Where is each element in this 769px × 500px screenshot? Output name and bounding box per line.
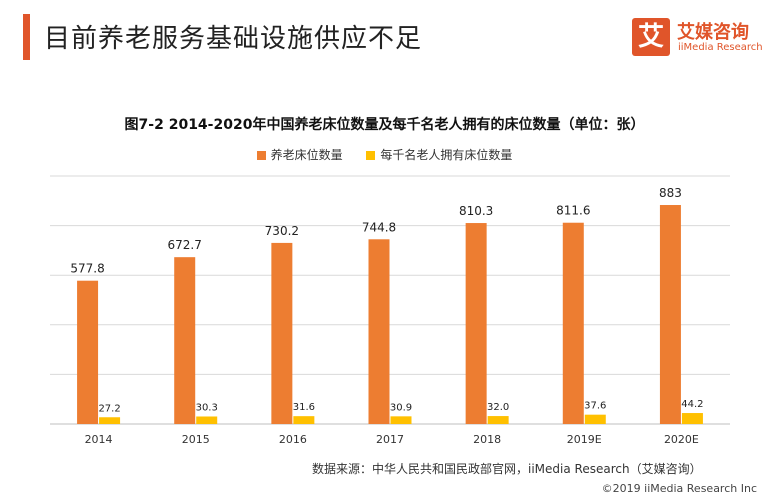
bar-beds-2014 — [77, 280, 99, 424]
data-label-beds-2016: 730.2 — [265, 224, 299, 238]
logo-name-en: iiMedia Research — [678, 42, 763, 53]
data-label-per-thousand-2014: 27.2 — [98, 403, 120, 414]
brand-logo: 艾 艾媒咨询 iiMedia Research — [632, 18, 763, 58]
legend-item-beds: 养老床位数量 — [256, 146, 343, 163]
bar-per-thousand-2018 — [487, 416, 509, 424]
chart-title: 图7-2 2014-2020年中国养老床位数量及每千名老人拥有的床位数量（单位：… — [124, 117, 645, 133]
x-tick-label-2016: 2016 — [279, 433, 307, 446]
legend-label-per-thousand: 每千名老人拥有床位数量 — [380, 148, 513, 162]
x-tick-label-2017: 2017 — [376, 433, 404, 446]
x-tick-label-2018: 2018 — [473, 433, 501, 446]
title-accent-bar — [23, 14, 30, 60]
x-tick-label-2015: 2015 — [182, 433, 210, 446]
bar-per-thousand-2014 — [99, 417, 121, 424]
bar-beds-2016 — [271, 242, 293, 424]
legend-item-per-thousand: 每千名老人拥有床位数量 — [366, 146, 512, 163]
x-tick-label-2020E: 2020E — [664, 433, 699, 446]
data-label-beds-2019E: 811.6 — [556, 204, 590, 218]
page-title: 目前养老服务基础设施供应不足 — [44, 24, 423, 54]
bar-per-thousand-2020E — [681, 413, 703, 424]
data-label-beds-2020E: 883 — [659, 186, 682, 200]
x-tick-label-2014: 2014 — [85, 433, 113, 446]
legend-label-beds: 养老床位数量 — [270, 148, 343, 162]
data-label-per-thousand-2015: 30.3 — [196, 402, 218, 413]
chart-legend: 养老床位数量 每千名老人拥有床位数量 — [0, 146, 769, 163]
bar-per-thousand-2016 — [293, 416, 315, 424]
bar-beds-2020E — [659, 205, 681, 424]
data-label-beds-2015: 672.7 — [168, 238, 202, 252]
data-label-per-thousand-2020E: 44.2 — [681, 399, 703, 410]
data-label-per-thousand-2017: 30.9 — [390, 402, 412, 413]
bar-beds-2019E — [562, 222, 584, 424]
bar-per-thousand-2017 — [390, 416, 412, 424]
logo-name-cn: 艾媒咨询 — [677, 22, 749, 43]
data-label-beds-2018: 810.3 — [459, 204, 493, 218]
data-label-per-thousand-2016: 31.6 — [293, 402, 315, 413]
x-tick-label-2019E: 2019E — [567, 433, 602, 446]
bar-beds-2015 — [174, 257, 196, 424]
bar-beds-2017 — [368, 239, 390, 424]
data-label-beds-2014: 577.8 — [70, 262, 104, 276]
copyright-footer: ©2019 iiMedia Research Inc — [601, 482, 757, 495]
data-label-per-thousand-2019E: 37.6 — [584, 401, 606, 412]
source-note: 数据来源：中华人民共和国民政部官网，iiMedia Research（艾媒咨询） — [312, 462, 702, 476]
bar-per-thousand-2015 — [196, 416, 218, 424]
legend-swatch-beds — [256, 151, 266, 160]
data-label-beds-2017: 744.8 — [362, 220, 396, 234]
bar-beds-2018 — [465, 223, 487, 424]
bar-per-thousand-2019E — [584, 414, 606, 424]
logo-glyph: 艾 — [632, 18, 670, 56]
data-label-per-thousand-2018: 32.0 — [487, 402, 509, 413]
legend-swatch-per-thousand — [366, 151, 376, 160]
